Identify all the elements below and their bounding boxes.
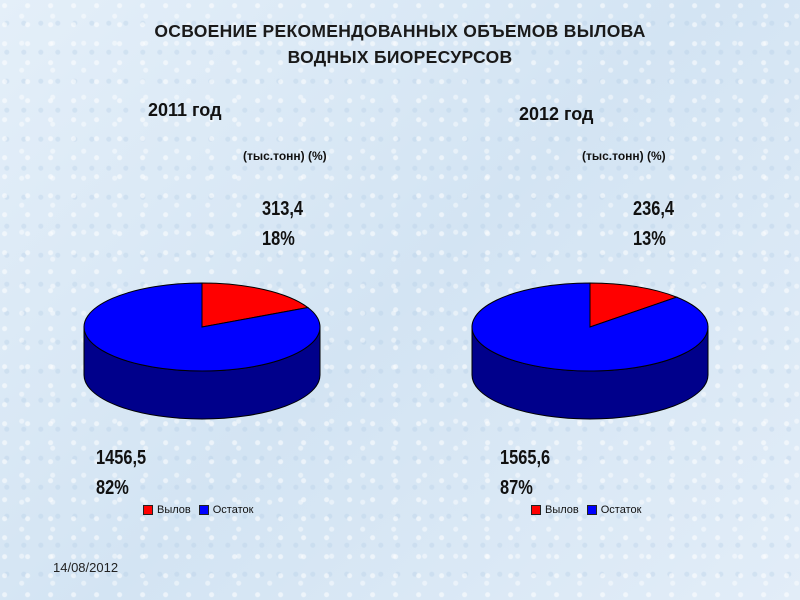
pie-chart-2011	[83, 282, 321, 420]
pie-chart-2012	[471, 282, 709, 420]
remainder-data-label-2012: 1565,6 87%	[500, 443, 550, 503]
remainder-percent-label-2011: 82%	[96, 477, 129, 499]
pie-slice-catch	[201, 282, 310, 328]
catch-percent-label-2011: 18%	[262, 228, 295, 250]
legend-swatch-catch	[143, 505, 153, 515]
title-line-1: ОСВОЕНИЕ РЕКОМЕНДОВАННЫХ ОБЪЕМОВ ВЫЛОВА	[154, 21, 646, 41]
remainder-value-label-2012: 1565,6	[500, 447, 551, 469]
title-line-2: ВОДНЫХ БИОРЕСУРСОВ	[287, 47, 513, 67]
legend-swatch-catch	[531, 505, 541, 515]
remainder-value-label-2011: 1456,5	[96, 447, 147, 469]
catch-data-label-2011: 313,4 18%	[262, 194, 303, 254]
legend-remainder-label: Остаток	[212, 504, 254, 516]
remainder-percent-label-2012: 87%	[500, 477, 533, 499]
pie-slice-remainder	[471, 282, 709, 372]
date-footer: 14/08/2012	[53, 560, 119, 575]
legend-swatch-remainder	[198, 505, 209, 515]
remainder-data-label-2011: 1456,5 82%	[96, 443, 146, 503]
legend-catch-label: Вылов	[157, 504, 191, 516]
legend-swatch-remainder	[586, 505, 597, 515]
legend-2011: Вылов Остаток	[143, 504, 253, 516]
legend-remainder-label: Остаток	[600, 504, 642, 516]
pie-slice-catch	[589, 282, 679, 328]
legend-catch-label: Вылов	[545, 504, 579, 516]
year-label-2012: 2012 год	[519, 104, 594, 124]
unit-label-2011: (тыс.тонн) (%)	[243, 149, 327, 163]
unit-label-2012: (тыс.тонн) (%)	[582, 149, 666, 163]
pie-slice-remainder	[83, 282, 321, 372]
catch-percent-label-2012: 13%	[633, 228, 666, 250]
year-label-2011: 2011 год	[148, 100, 222, 120]
catch-value-label-2012: 236,4	[633, 198, 675, 220]
catch-data-label-2012: 236,4 13%	[633, 194, 674, 254]
page-title: ОСВОЕНИЕ РЕКОМЕНДОВАННЫХ ОБЪЕМОВ ВЫЛОВА …	[0, 18, 800, 70]
catch-value-label-2011: 313,4	[262, 198, 304, 220]
legend-2012: Вылов Остаток	[531, 504, 641, 516]
